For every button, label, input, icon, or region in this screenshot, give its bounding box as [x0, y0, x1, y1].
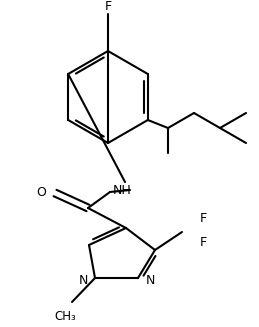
Text: F: F — [104, 1, 112, 13]
Text: N: N — [78, 274, 88, 287]
Text: N: N — [145, 274, 155, 287]
Text: O: O — [36, 186, 46, 199]
Text: NH: NH — [113, 184, 131, 197]
Text: F: F — [200, 235, 207, 249]
Text: F: F — [200, 212, 207, 225]
Text: CH₃: CH₃ — [54, 310, 76, 323]
